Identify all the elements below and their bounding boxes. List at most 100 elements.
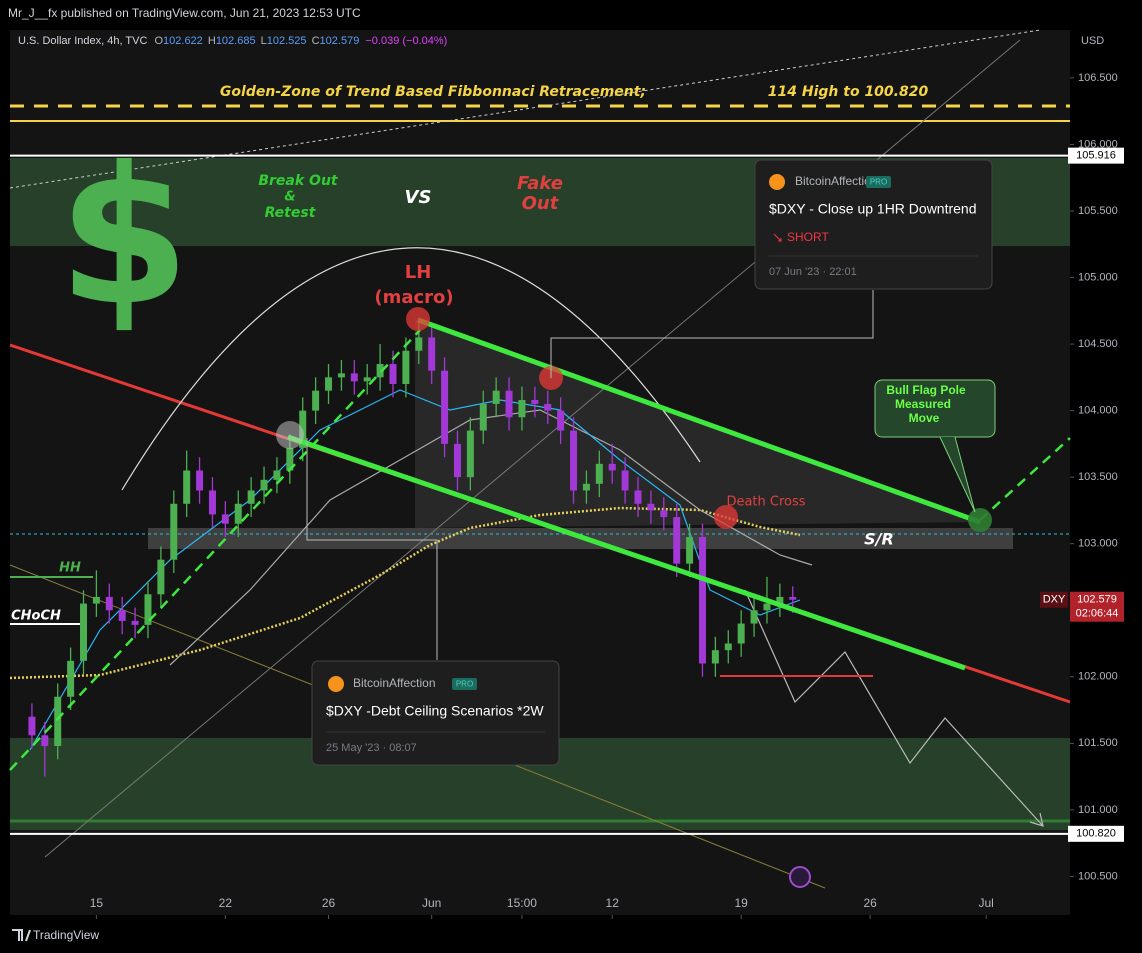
footer-brand: TradingView	[33, 928, 99, 942]
idea-badge: PRO	[870, 178, 887, 187]
marker	[406, 307, 430, 331]
idea-date: 07 Jun '23 · 22:01	[769, 266, 857, 278]
level-tag	[1068, 825, 1124, 842]
arc	[121, 247, 701, 491]
symbol: U.S. Dollar Index, 4h, TVC	[18, 35, 147, 47]
candle-body	[492, 390, 500, 404]
annotation: Out	[522, 193, 560, 214]
candle-body	[453, 443, 461, 478]
annotation: Death Cross	[726, 495, 805, 510]
currency: USD	[1081, 35, 1104, 47]
idea-card[interactable]	[754, 159, 993, 290]
candles	[28, 317, 797, 777]
countdown: 02:06:44	[1076, 608, 1119, 620]
x-tick-label: 19	[734, 896, 748, 910]
ohlc-value: 102.622	[163, 35, 203, 47]
candle-body	[312, 390, 320, 411]
candle-body	[737, 623, 745, 644]
badge	[452, 678, 477, 690]
candle-body	[221, 514, 229, 524]
annotation: Break Out	[258, 173, 339, 189]
annotation: 114 High to 100.820	[768, 84, 929, 100]
annotation: &	[284, 190, 295, 205]
candle-body	[118, 610, 126, 621]
level-tag	[1068, 147, 1124, 164]
annotation: Fake	[517, 173, 563, 194]
avatar	[328, 676, 344, 692]
candle-body	[234, 503, 242, 524]
x-tick-label: Jul	[979, 896, 994, 910]
candle-body	[466, 430, 474, 478]
candle-body	[711, 650, 719, 664]
candle-body	[183, 470, 191, 504]
candle-body	[479, 403, 487, 431]
ohlc-value: 102.685	[216, 35, 256, 47]
annotation: Bull Flag Pole	[886, 383, 966, 397]
candle-body	[376, 364, 384, 378]
candle-body	[196, 470, 204, 491]
marker	[968, 508, 992, 532]
ohlc-key: O	[154, 35, 163, 47]
annotation: CHoCH	[11, 609, 61, 624]
candle-body	[260, 479, 268, 491]
channel-top	[417, 317, 981, 525]
x-tick-label: 12	[606, 896, 620, 910]
y-tick-label: 104.000	[1078, 405, 1118, 417]
annotation: Golden-Zone of Trend Based Fibbonnaci Re…	[220, 84, 646, 100]
candle-body	[208, 490, 216, 515]
candle-body	[582, 483, 590, 491]
candle-body	[286, 447, 294, 471]
annotation: Retest	[265, 205, 317, 221]
candle-body	[402, 350, 410, 384]
candle-body	[415, 337, 423, 351]
published-line: Mr_J__fx published on TradingView.com, J…	[8, 6, 361, 20]
ma-yellow	[9, 506, 801, 680]
y-tick-label: 102.000	[1078, 671, 1118, 683]
idea-card[interactable]	[311, 660, 560, 766]
candle-body	[557, 410, 565, 431]
candle-body	[247, 490, 255, 504]
candle-body	[621, 470, 629, 491]
candle-body	[608, 463, 616, 471]
x-tick-label: 15	[90, 896, 104, 910]
candle-body	[131, 620, 139, 625]
annotation: Move	[909, 411, 940, 425]
last-price-tag	[1070, 591, 1124, 622]
candle-body	[105, 596, 113, 611]
x-tick-label: 26	[322, 896, 336, 910]
idea-author: BitcoinAffection	[353, 676, 436, 690]
connector	[306, 438, 438, 660]
candle-body	[647, 503, 655, 511]
short-icon	[773, 233, 782, 242]
badge	[866, 176, 891, 188]
ohlc-value: 102.579	[320, 35, 360, 47]
dollar-icon: $	[58, 126, 190, 347]
idea-direction: SHORT	[787, 230, 829, 244]
candle-body	[350, 373, 358, 382]
annotation: Measured	[895, 397, 951, 411]
candle-body	[92, 596, 100, 604]
candle-body	[144, 594, 152, 625]
last-price-label: 102.579	[1077, 594, 1117, 606]
ohlc-key: C	[312, 35, 320, 47]
event-icon[interactable]	[789, 866, 811, 888]
y-tick-label: 100.500	[1078, 870, 1118, 882]
candle-body	[595, 463, 603, 484]
y-tick-label: 101.500	[1078, 737, 1118, 749]
y-tick-label: 104.500	[1078, 338, 1118, 350]
candle-body	[273, 470, 281, 480]
candle-body	[673, 517, 681, 564]
candle-body	[363, 377, 371, 382]
connector	[550, 290, 874, 378]
y-tick-label: 105.000	[1078, 271, 1118, 283]
candle-body	[544, 403, 552, 411]
ohlc-key: H	[208, 35, 216, 47]
candle-body	[54, 696, 62, 746]
y-tick-label: 101.000	[1078, 804, 1118, 816]
candle-body	[28, 716, 36, 736]
idea-date: 25 May '23 · 08:07	[326, 742, 417, 754]
candle-body	[518, 399, 526, 418]
y-tick-label: 103.500	[1078, 471, 1118, 483]
